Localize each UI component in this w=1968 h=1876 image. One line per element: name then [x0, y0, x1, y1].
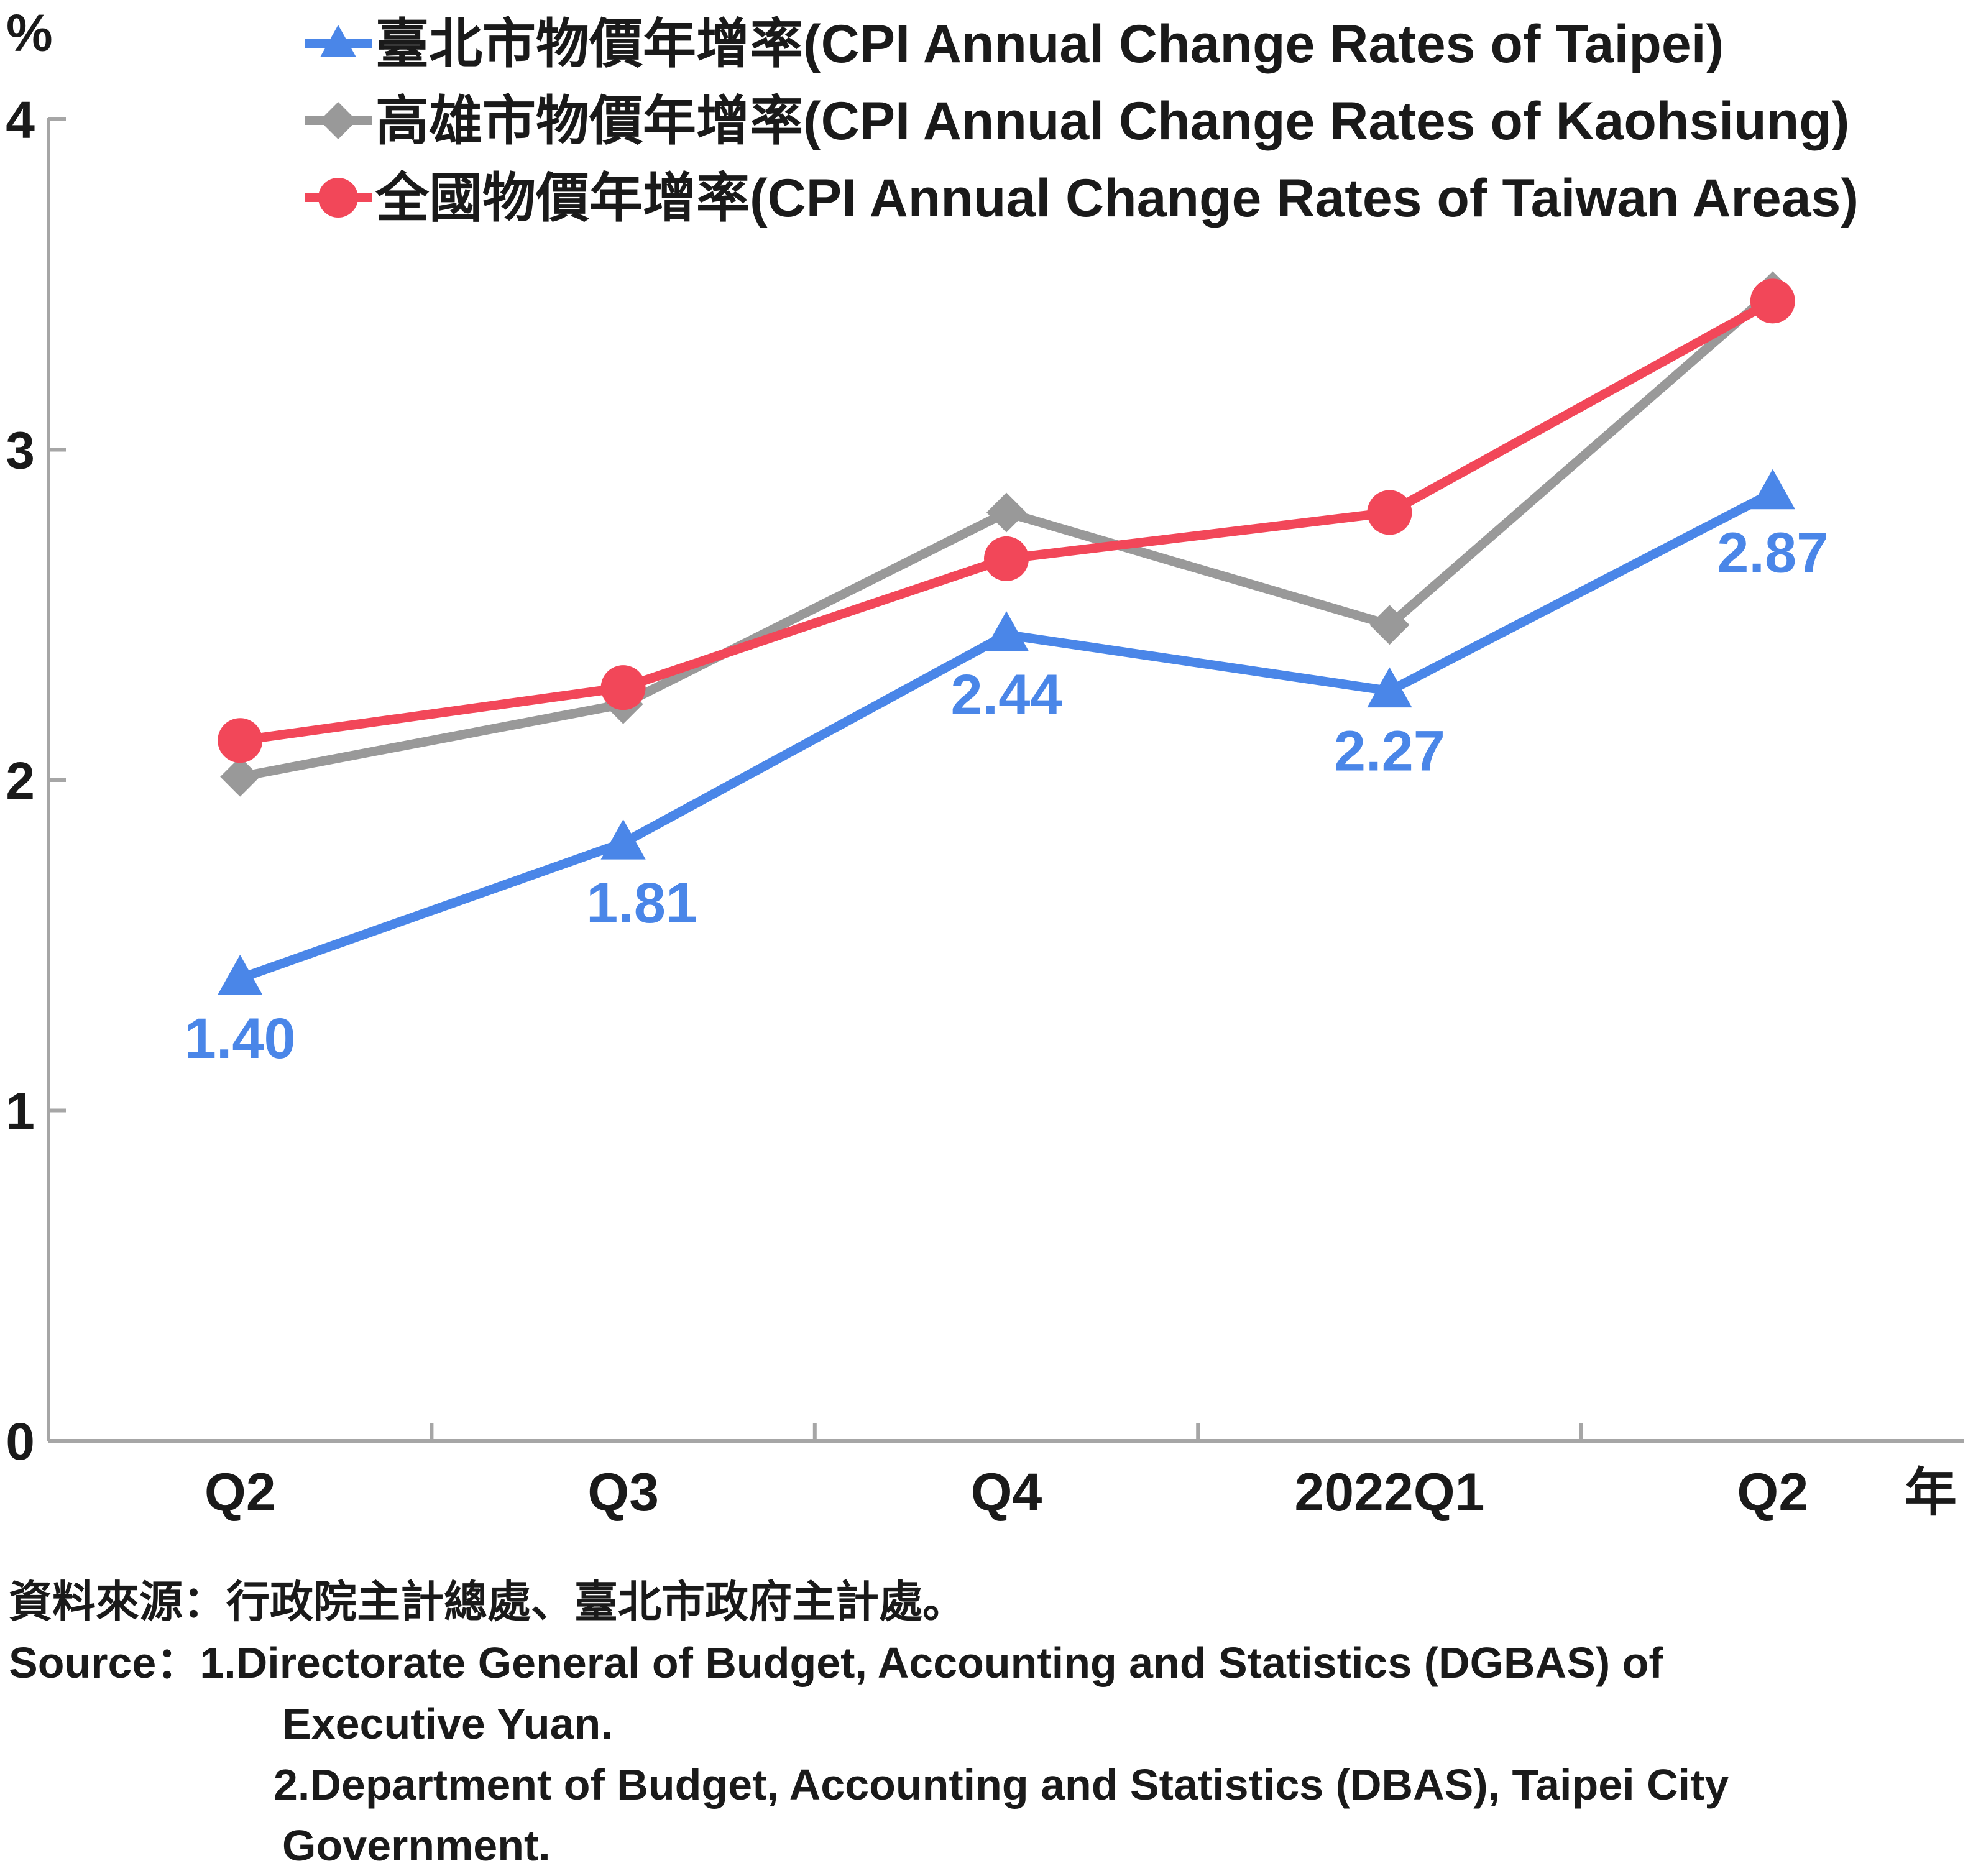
- data-label: 1.81: [586, 871, 697, 935]
- series-1: [218, 469, 1795, 995]
- data-point: [1367, 490, 1412, 535]
- y-tick-label: 0: [6, 1412, 35, 1471]
- legend-item-2: 高雄市物價年增率(CPI Annual Change Rates of Kaoh…: [305, 91, 1849, 151]
- x-tick-label: Q2: [1737, 1463, 1808, 1522]
- legend-item-3: 全國物價年增率(CPI Annual Change Rates of Taiwa…: [305, 168, 1859, 228]
- data-point: [600, 665, 646, 710]
- data-label: 1.40: [185, 1007, 296, 1070]
- legend: 臺北市物價年增率(CPI Annual Change Rates of Taip…: [305, 14, 1859, 228]
- source-item-1: 1.Directorate General of Budget, Account…: [200, 1639, 1663, 1687]
- data-point: [218, 718, 263, 763]
- source-line-english-3: 2.Department of Budget, Accounting and S…: [274, 1760, 1729, 1809]
- legend-swatch-marker: [320, 102, 357, 139]
- x-tick-label: 2022Q1: [1294, 1463, 1484, 1522]
- legend-label: 全國物價年增率(CPI Annual Change Rates of Taiwa…: [375, 168, 1859, 228]
- y-tick-label: 2: [6, 752, 35, 810]
- data-point: [220, 756, 260, 797]
- line-chart: 0 1 2 3 4% Q2 Q3 Q4 2022Q1 Q2 年 1.40 1.81 2.44 2.27 2.…: [6, 4, 1964, 1522]
- data-point: [1750, 278, 1795, 324]
- y-tick-label: 1: [6, 1082, 35, 1141]
- data-label: 2.27: [1334, 719, 1445, 783]
- legend-item-1: 臺北市物價年增率(CPI Annual Change Rates of Taip…: [305, 14, 1724, 74]
- source-line-english-1: Source：1.Directorate General of Budget, …: [9, 1632, 1729, 1693]
- data-label: 2.87: [1717, 522, 1828, 585]
- data-point: [600, 819, 646, 860]
- axes: 0 1 2 3 4% Q2 Q3 Q4 2022Q1 Q2 年: [6, 4, 1964, 1522]
- legend-label: 臺北市物價年增率(CPI Annual Change Rates of Taip…: [375, 14, 1724, 74]
- legend-swatch-marker: [320, 25, 356, 57]
- y-tick-label: 3: [6, 421, 35, 480]
- x-tick-label: Q4: [971, 1463, 1042, 1522]
- legend-swatch-marker: [318, 178, 358, 218]
- series-layer: 1.40 1.81 2.44 2.27 2.87: [185, 271, 1828, 1070]
- data-point: [984, 536, 1029, 581]
- source-line-english-2: Executive Yuan.: [282, 1699, 613, 1748]
- data-point: [1367, 667, 1412, 708]
- x-axis-unit: 年: [1905, 1463, 1957, 1522]
- y-axis-unit: %: [6, 4, 53, 62]
- series-3: [218, 278, 1795, 763]
- source-line-english-4: Government.: [282, 1821, 551, 1870]
- x-tick-label: Q3: [587, 1463, 659, 1522]
- data-point: [986, 492, 1026, 533]
- data-point: [218, 954, 263, 995]
- data-point: [1750, 469, 1795, 510]
- y-tick-label: 4: [6, 91, 35, 149]
- source-note: 資料來源：行政院主計總處、臺北市政府主計處。 Source：1.Director…: [9, 1571, 1729, 1876]
- legend-label: 高雄市物價年增率(CPI Annual Change Rates of Kaoh…: [375, 91, 1849, 151]
- source-prefix: Source：: [9, 1639, 200, 1687]
- source-line-chinese: 資料來源：行政院主計總處、臺北市政府主計處。: [9, 1578, 966, 1626]
- x-tick-label: Q2: [205, 1463, 276, 1522]
- data-label: 2.44: [950, 663, 1062, 727]
- data-point: [983, 611, 1029, 651]
- data-point: [1369, 605, 1410, 645]
